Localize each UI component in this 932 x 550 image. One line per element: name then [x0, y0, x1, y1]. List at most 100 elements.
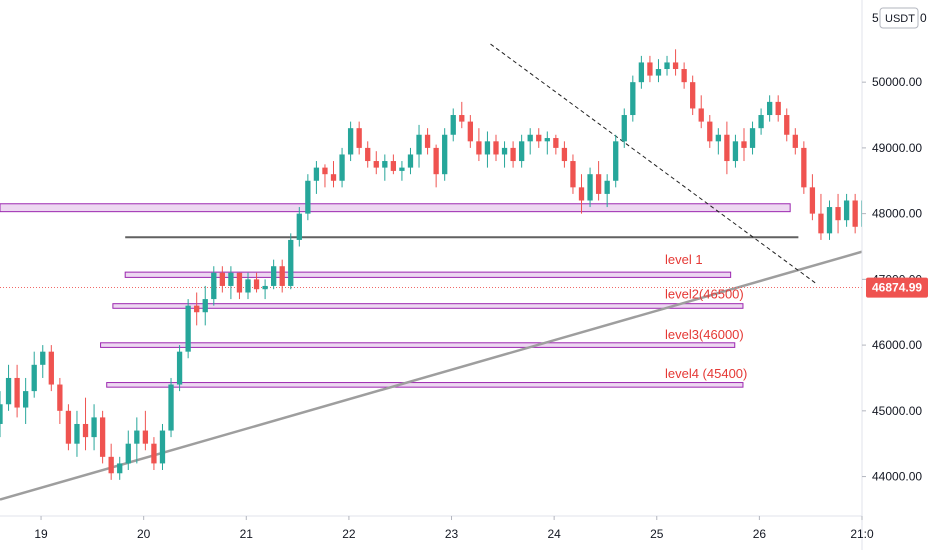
candle	[459, 101, 465, 129]
candle	[621, 108, 627, 148]
candle	[211, 266, 217, 306]
candle	[279, 259, 285, 293]
candle	[544, 131, 550, 155]
candle	[142, 410, 149, 451]
candle-body	[621, 115, 627, 142]
candle-body	[288, 239, 294, 286]
candle-body	[382, 161, 388, 168]
candle-body	[211, 272, 217, 300]
level-label: level2(46500)	[665, 286, 744, 301]
candle	[681, 62, 687, 89]
candle	[185, 299, 191, 359]
candle	[74, 410, 80, 457]
candle	[775, 95, 781, 122]
candle	[99, 410, 106, 464]
candle-body	[476, 141, 482, 155]
candle-body	[741, 141, 747, 148]
candle	[390, 154, 397, 175]
candle	[57, 377, 63, 424]
y-tick-label-partial-end: 0	[920, 11, 927, 25]
candle-body	[228, 272, 234, 286]
candle-body	[74, 423, 80, 444]
x-tick-label: 21	[240, 527, 254, 541]
candle	[442, 128, 448, 181]
candle-body	[749, 128, 756, 148]
candle-body	[587, 174, 593, 201]
candle	[322, 164, 328, 188]
candle-body	[117, 463, 123, 474]
x-tick-label: 20	[137, 527, 151, 541]
candle	[117, 456, 123, 480]
candle-body	[595, 174, 602, 194]
candle-body	[347, 128, 354, 155]
candle-body	[159, 430, 166, 464]
last-price-label: 46874.99	[872, 281, 922, 295]
candle-body	[270, 266, 277, 286]
candle-body	[655, 69, 662, 76]
candle	[373, 151, 379, 175]
candle	[168, 377, 174, 438]
candle-body	[168, 384, 174, 431]
candle	[14, 364, 20, 418]
candle	[176, 345, 183, 392]
currency-badge: USDT	[879, 7, 919, 29]
candle-body	[0, 404, 3, 424]
candle	[784, 108, 790, 142]
candle-body	[142, 430, 149, 444]
candle-body	[536, 134, 542, 142]
candle	[91, 404, 97, 451]
candle-body	[690, 82, 696, 109]
candle	[347, 121, 354, 162]
candle-body	[108, 456, 114, 474]
candle-body	[681, 69, 687, 83]
candle	[826, 200, 833, 240]
candle	[23, 377, 29, 424]
candle	[450, 108, 456, 142]
candle-body	[424, 134, 431, 148]
candle-body	[48, 351, 54, 385]
candle-body	[638, 62, 645, 83]
candle-body	[518, 141, 525, 162]
candle	[467, 115, 473, 148]
candle	[595, 161, 602, 201]
candle	[65, 404, 72, 451]
candle	[339, 147, 345, 188]
candle-body	[339, 154, 345, 181]
candle	[870, 174, 875, 207]
candle-body	[501, 147, 508, 155]
candle	[766, 95, 773, 122]
candle-body	[493, 141, 499, 155]
y-tick-label: 44000.00	[872, 470, 922, 484]
candle-body	[604, 180, 610, 194]
candle-body	[253, 279, 260, 290]
candle-body	[23, 391, 29, 408]
candle-body	[801, 147, 807, 188]
candle-body	[262, 285, 268, 290]
x-tick-label: 24	[547, 527, 561, 541]
candle-body	[578, 187, 585, 201]
y-tick-label: 48000.00	[872, 207, 922, 221]
candle	[655, 59, 662, 83]
currency-badge-box	[879, 7, 919, 29]
candle-body	[245, 279, 251, 293]
candle-body	[313, 167, 320, 181]
candle-body	[279, 266, 285, 286]
level2-zone	[112, 303, 744, 309]
candle	[843, 193, 850, 227]
candle-body	[399, 167, 405, 171]
y-tick-label: 50000.00	[872, 75, 922, 89]
candle	[484, 131, 491, 168]
x-tick-label: 26	[753, 527, 767, 541]
candle-body	[459, 115, 465, 122]
candle	[262, 279, 268, 300]
candle	[724, 121, 730, 175]
candle-body	[775, 101, 781, 116]
candle	[570, 154, 576, 194]
candle	[895, 233, 900, 272]
candle	[356, 121, 362, 155]
candle-body	[373, 161, 379, 168]
candle	[151, 437, 157, 470]
candle-body	[407, 154, 414, 168]
level-label: level3(46000)	[665, 327, 744, 342]
candle	[792, 128, 798, 155]
